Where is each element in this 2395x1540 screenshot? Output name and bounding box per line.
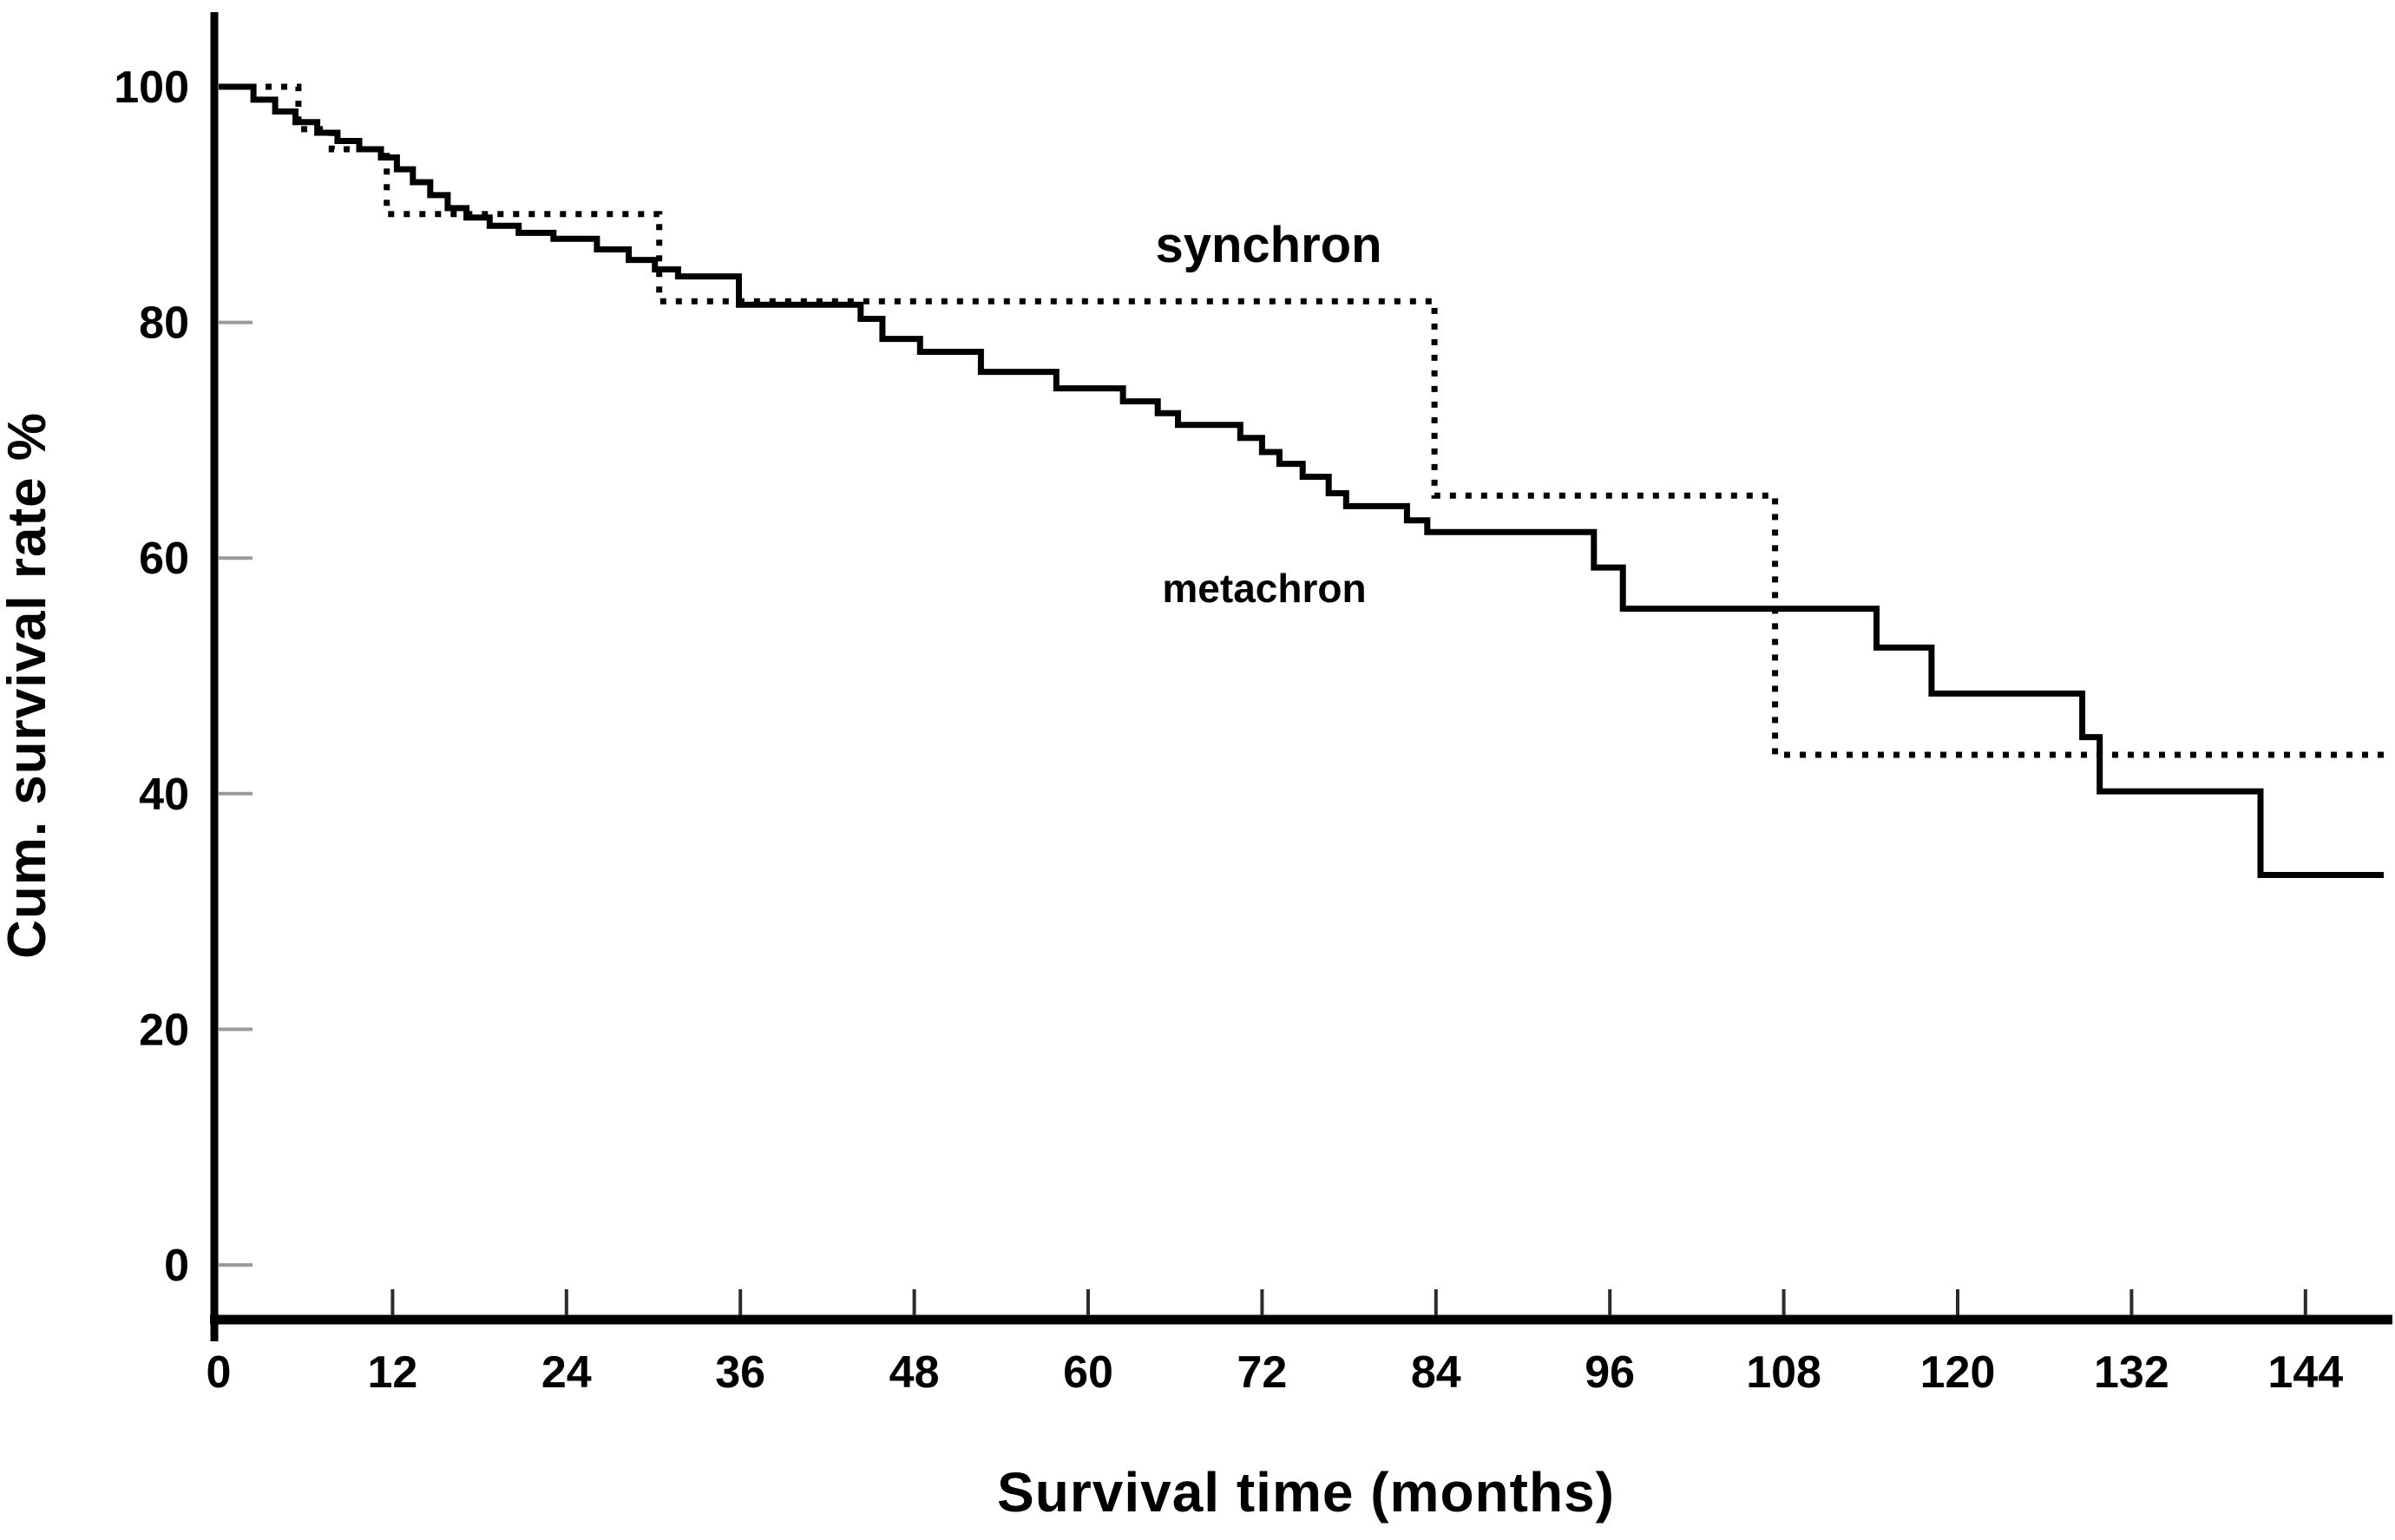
synchron-curve [219, 83, 2384, 758]
x-tick-label-72: 72 [1237, 1347, 1287, 1398]
x-tick-label-120: 120 [1920, 1347, 1996, 1398]
x-tick-label-48: 48 [889, 1347, 940, 1398]
x-tick-label-0: 0 [207, 1347, 232, 1398]
x-tick-label-12: 12 [367, 1347, 417, 1398]
x-tick-label-60: 60 [1063, 1347, 1113, 1398]
y-tick-label-100: 100 [114, 62, 189, 113]
y-tick-label-60: 60 [139, 534, 189, 584]
x-axis-title: Survival time (months) [997, 1461, 1615, 1524]
x-tick-label-84: 84 [1411, 1347, 1461, 1398]
metachron-curve [219, 83, 2384, 878]
synchron-label: synchron [1155, 217, 1381, 273]
x-tick-label-36: 36 [715, 1347, 765, 1398]
curves-group [219, 83, 2384, 878]
axes-group: 0 12 24 36 48 60 72 84 96 108 120 132 144 0 20 40 60 80 10… [114, 12, 2392, 1398]
x-tick-label-108: 108 [1746, 1347, 1821, 1398]
x-tick-label-24: 24 [541, 1347, 592, 1398]
metachron-label: metachron [1162, 566, 1366, 611]
y-tick-label-0: 0 [164, 1241, 189, 1291]
x-tick-label-132: 132 [2094, 1347, 2169, 1398]
x-tick-label-96: 96 [1585, 1347, 1635, 1398]
y-axis-title: Cum. survival rate % [0, 412, 57, 959]
y-tick-label-80: 80 [139, 298, 189, 349]
x-tick-label-144: 144 [2267, 1347, 2343, 1398]
y-tick-label-20: 20 [139, 1005, 189, 1055]
y-tick-label-40: 40 [139, 770, 189, 820]
